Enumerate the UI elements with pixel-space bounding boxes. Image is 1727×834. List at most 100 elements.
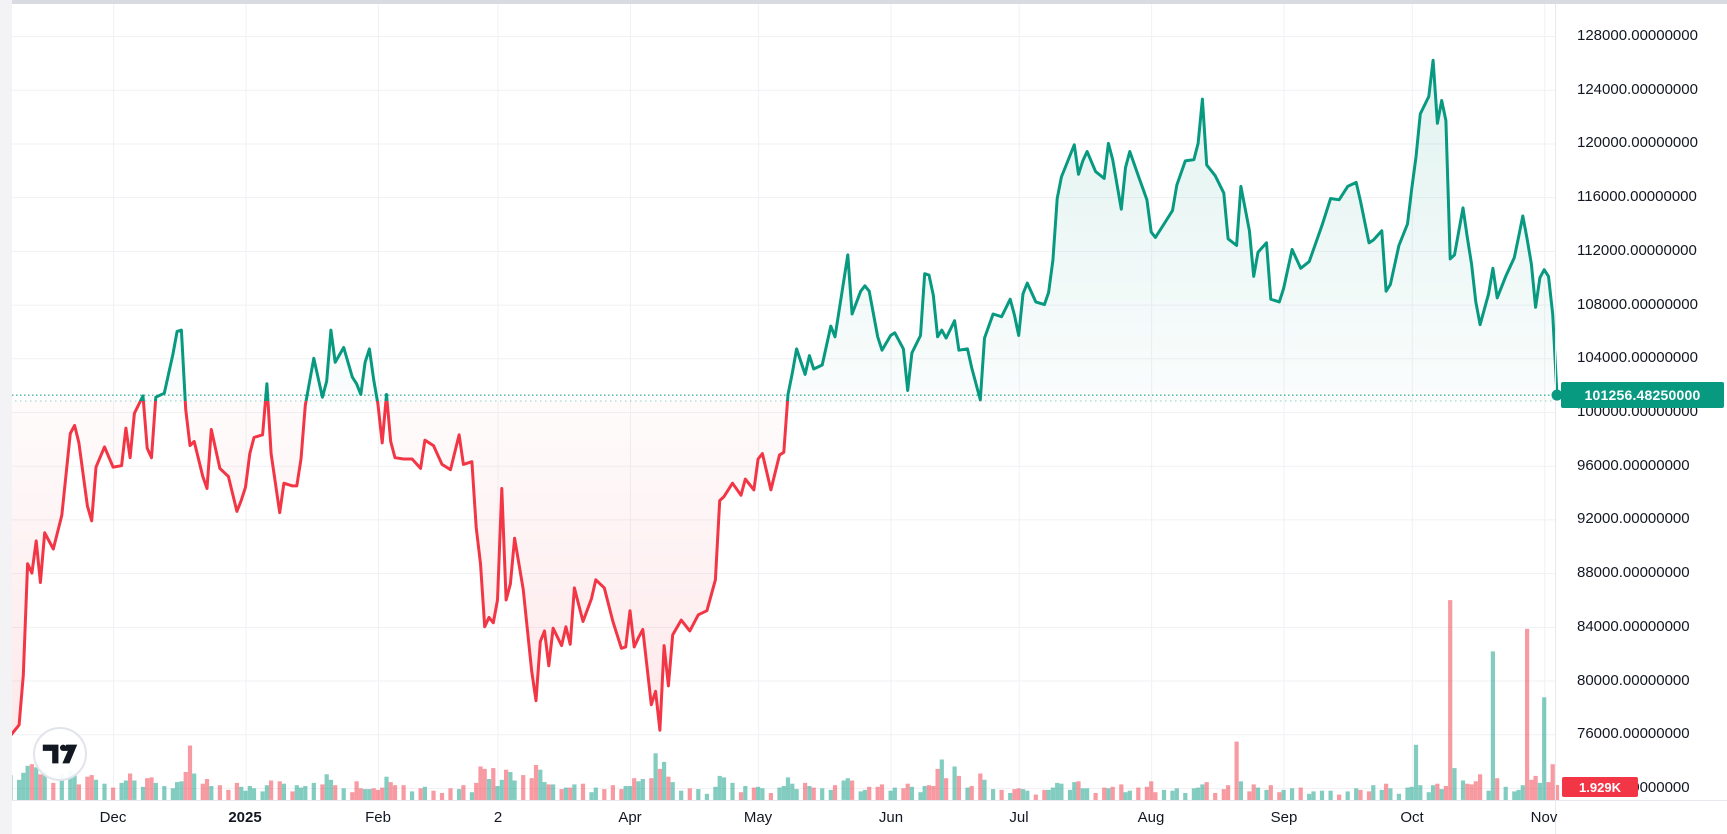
volume-bar — [1366, 791, 1372, 800]
volume-bar — [418, 788, 423, 800]
volume-bar — [204, 779, 210, 800]
volume-bar — [1012, 789, 1017, 800]
volume-bar — [128, 773, 133, 800]
volume-bar — [572, 784, 577, 800]
price-axis-label: 128000.00000000 — [1577, 27, 1698, 44]
volume-bar — [991, 789, 996, 800]
volume-bar — [328, 779, 333, 800]
volume-bar — [422, 786, 427, 800]
time-axis-label: Jun — [878, 809, 904, 826]
volume-bar — [892, 787, 897, 800]
volume-bar — [1136, 787, 1141, 800]
time-axis-label: 2025 — [228, 809, 262, 826]
volume-bar — [294, 785, 299, 800]
volume-bar — [333, 785, 338, 800]
volume-bar — [730, 782, 735, 800]
volume-bar — [1495, 778, 1500, 800]
price-axis-label: 112000.00000000 — [1577, 242, 1697, 259]
volume-bar — [965, 787, 970, 800]
volume-bar — [1345, 791, 1350, 800]
volume-bar — [239, 786, 244, 800]
volume-bar — [978, 773, 983, 800]
volume-bar — [499, 779, 504, 800]
volume-bar — [367, 789, 372, 800]
volume-bar — [888, 790, 893, 800]
volume-bar — [247, 786, 252, 800]
volume-bar — [589, 792, 594, 800]
price-axis-label: 124000.00000000 — [1577, 81, 1698, 98]
time-axis-label: May — [743, 809, 773, 826]
volume-bar — [162, 786, 167, 800]
volume-bar — [388, 782, 393, 800]
volume-bar — [290, 791, 295, 800]
volume-bar — [1016, 788, 1021, 800]
volume-bar — [751, 787, 756, 800]
tradingview-logo[interactable] — [33, 727, 87, 781]
volume-bar — [909, 786, 914, 800]
volume-bar — [119, 782, 124, 800]
volume-bar — [38, 774, 43, 800]
volume-bar — [68, 770, 73, 800]
volume-bar — [926, 785, 932, 800]
volume-bar — [34, 767, 39, 800]
volume-bar — [879, 784, 885, 800]
volume-bar — [51, 782, 56, 800]
volume-bar — [303, 786, 308, 800]
volume-bar — [542, 782, 547, 800]
volume-bar — [657, 768, 662, 800]
time-axis-label: Oct — [1400, 809, 1424, 826]
volume-bar — [679, 790, 684, 800]
time-axis-label: Sep — [1270, 809, 1298, 826]
volume-bar — [666, 776, 671, 800]
time-axis-label: Nov — [1530, 809, 1558, 826]
volume-bar — [324, 774, 329, 800]
volume-bar — [551, 784, 556, 800]
volume-bar — [1396, 793, 1401, 800]
price-axis-label: 92000.00000000 — [1577, 510, 1690, 527]
time-axis-label: Jul — [1009, 809, 1029, 826]
volume-bar — [1204, 782, 1209, 800]
volume-pane — [8, 600, 1560, 800]
time-axis-label: 2 — [493, 809, 503, 826]
volume-bar — [1042, 789, 1047, 800]
price-axis-label: 116000.00000000 — [1577, 188, 1697, 205]
volume-bar — [1200, 784, 1205, 800]
volume-bar — [153, 782, 158, 800]
volume-bar — [602, 789, 607, 800]
volume-bar — [1533, 775, 1538, 800]
volume-bar — [1025, 790, 1030, 800]
volume-bar — [905, 783, 910, 800]
time-axis-label: Apr — [618, 809, 642, 826]
price-axis-label: 104000.00000000 — [1577, 349, 1698, 366]
volume-bar — [1311, 791, 1316, 800]
price-axis-label: 76000.00000000 — [1577, 725, 1690, 742]
volume-bar — [1465, 783, 1470, 800]
volume-bar — [380, 787, 385, 800]
volume-bar — [1512, 791, 1517, 800]
volume-bar — [538, 769, 543, 800]
volume-bar — [807, 786, 812, 800]
volume-bar — [1213, 793, 1218, 800]
volume-bar — [1554, 785, 1560, 800]
volume-bar — [862, 789, 867, 800]
volume-bar — [1110, 786, 1115, 800]
volume-bar — [756, 786, 761, 800]
volume-bar — [1161, 789, 1167, 800]
volume-bar — [183, 772, 188, 800]
volume-bar — [623, 786, 628, 800]
volume-bar — [1546, 782, 1551, 800]
volume-bar — [850, 780, 855, 800]
volume-bar — [999, 789, 1004, 800]
volume-bar — [140, 786, 146, 800]
price-axis-label: 84000.00000000 — [1577, 618, 1690, 635]
volume-bar — [469, 792, 474, 800]
volume-bar — [1020, 789, 1026, 800]
volume-bar — [785, 777, 791, 800]
volume-bar — [546, 784, 551, 800]
volume-bar — [1221, 789, 1226, 800]
volume-bar — [529, 778, 534, 800]
volume-bar — [717, 775, 722, 800]
